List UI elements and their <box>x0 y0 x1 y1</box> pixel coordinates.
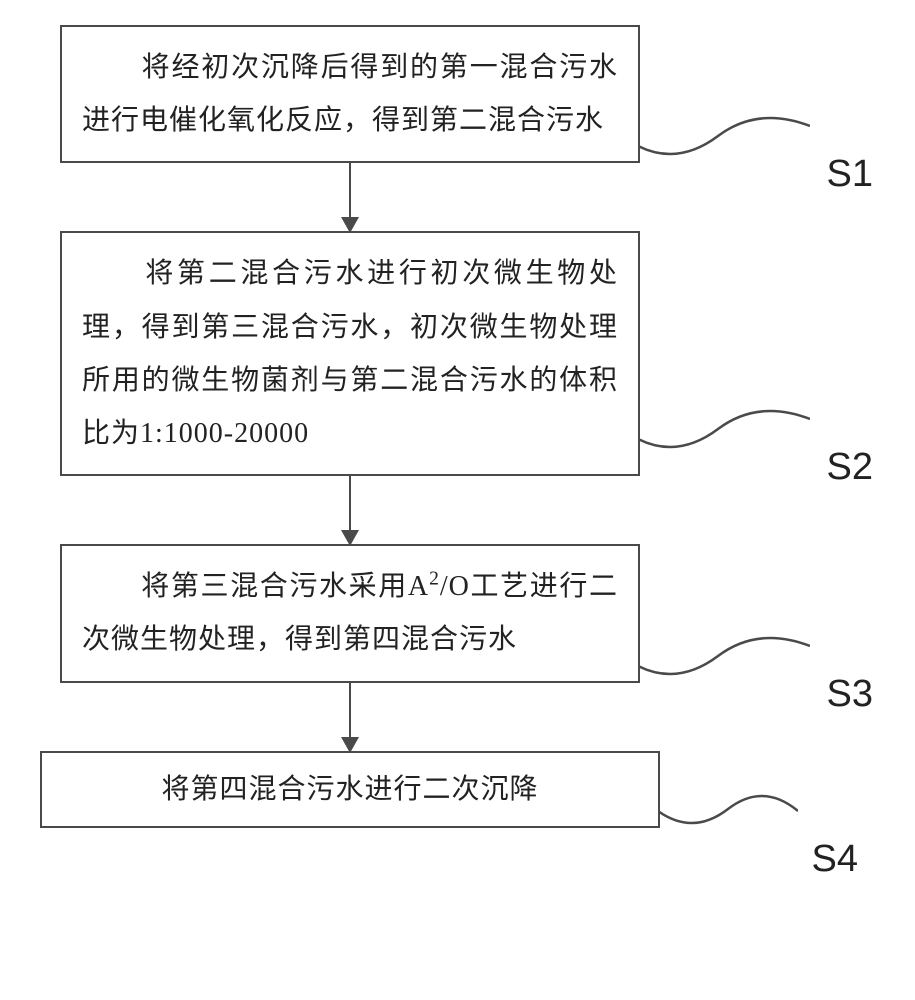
step-text-s3: 将第三混合污水采用A2/O工艺进行二次微生物处理，得到第四混合污水 <box>82 560 618 666</box>
flowchart-container: 将经初次沉降后得到的第一混合污水进行电催化氧化反应，得到第二混合污水 S1 将第… <box>60 25 860 828</box>
step-box-s1: 将经初次沉降后得到的第一混合污水进行电催化氧化反应，得到第二混合污水 S1 <box>60 25 640 163</box>
step-label-s3: S3 <box>827 673 873 716</box>
step-label-s2: S2 <box>827 446 873 489</box>
connector-s2 <box>638 404 810 464</box>
step-text-s1: 将经初次沉降后得到的第一混合污水进行电催化氧化反应，得到第二混合污水 <box>82 41 618 147</box>
arrow-s2-s3 <box>60 476 640 544</box>
step-text-s2: 将第二混合污水进行初次微生物处理，得到第三混合污水，初次微生物处理所用的微生物菌… <box>82 247 618 460</box>
s3-pre: 将第三混合污水采用A <box>82 571 429 602</box>
s3-sup: 2 <box>429 569 440 590</box>
connector-s3 <box>638 631 810 691</box>
step-box-s4: 将第四混合污水进行二次沉降 S4 <box>40 751 660 828</box>
connector-s1 <box>638 111 810 171</box>
arrow-s1-s2 <box>60 163 640 231</box>
step-box-s3: 将第三混合污水采用A2/O工艺进行二次微生物处理，得到第四混合污水 S3 <box>60 544 640 682</box>
step-label-s1: S1 <box>827 153 873 196</box>
connector-s4 <box>658 791 798 856</box>
step-text-s4: 将第四混合污水进行二次沉降 <box>62 763 638 816</box>
step-label-s4: S4 <box>812 838 858 881</box>
arrow-s3-s4 <box>60 683 640 751</box>
step-box-s2: 将第二混合污水进行初次微生物处理，得到第三混合污水，初次微生物处理所用的微生物菌… <box>60 231 640 476</box>
